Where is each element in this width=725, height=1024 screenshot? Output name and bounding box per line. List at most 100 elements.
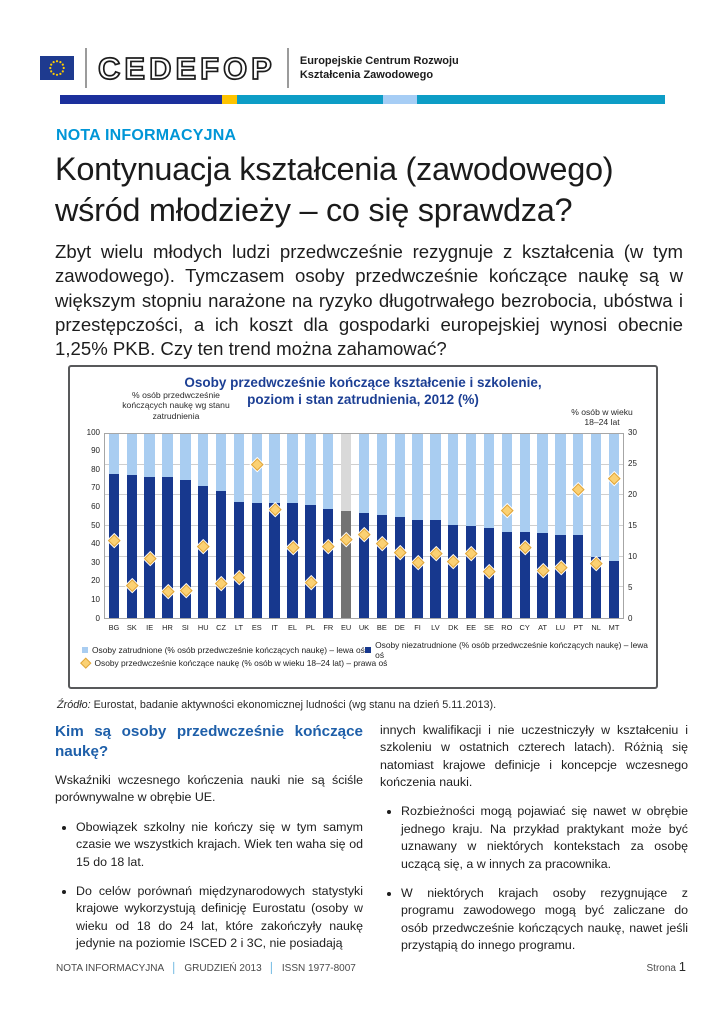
- segment-employed: [305, 434, 316, 505]
- bar-IT: [269, 434, 280, 618]
- bar-EE: [465, 434, 477, 618]
- segment-employed: [394, 434, 405, 517]
- segment-not-employed: [323, 508, 334, 618]
- segment-employed: [269, 434, 280, 503]
- x-label-CZ: CZ: [216, 623, 227, 632]
- bar-PL: [305, 434, 316, 618]
- header: CEDEFOP Europejskie Centrum Rozwoju Kszt…: [40, 48, 459, 88]
- footer-issn: ISSN 1977-8007: [281, 963, 356, 974]
- segment-not-employed: [215, 491, 227, 618]
- bar-column-SI: [176, 434, 194, 618]
- left-tick-label: 40: [91, 539, 100, 549]
- segment-not-employed: [590, 557, 602, 618]
- segment-not-employed: [162, 477, 173, 618]
- x-label-LV: LV: [431, 623, 440, 632]
- bar-column-BE: [373, 434, 391, 618]
- bar-FI: [412, 434, 423, 618]
- footer-page: Strona 1: [647, 959, 686, 974]
- bar-DK: [448, 434, 459, 618]
- x-label-EE: EE: [466, 623, 477, 632]
- legend-item-esl-rate: Osoby przedwcześnie kończące naukę (% os…: [80, 657, 387, 669]
- segment-employed: [233, 434, 245, 503]
- bar-LT: [233, 434, 245, 618]
- stripe-yellow: [222, 95, 238, 104]
- bar-UK: [358, 434, 370, 618]
- left-axis-label: % osób przedwcześnie kończących naukę wg…: [122, 390, 230, 421]
- x-label-BE: BE: [376, 623, 387, 632]
- bar-LU: [555, 434, 566, 618]
- left-tick-label: 70: [91, 483, 100, 493]
- x-label-PL: PL: [305, 623, 315, 632]
- bar-column-HR: [159, 434, 177, 618]
- x-label-DK: DK: [448, 623, 459, 632]
- x-label-MT: MT: [608, 623, 620, 632]
- chart: Osoby przedwcześnie kończące kształcenie…: [68, 365, 658, 689]
- segment-employed: [162, 434, 173, 478]
- segment-employed: [180, 434, 191, 480]
- x-label-IT: IT: [271, 623, 278, 632]
- page-title: Kontynuacja kształcenia (zawodowego) wśr…: [55, 151, 614, 228]
- left-tick-label: 50: [91, 520, 100, 530]
- bar-CY: [519, 434, 530, 618]
- segment-not-employed: [269, 503, 280, 618]
- segment-employed: [483, 434, 495, 528]
- right-tick-label: 30: [628, 427, 637, 437]
- eu-flag-icon: [40, 56, 74, 80]
- bar-LV: [430, 434, 441, 618]
- bullet-item: Obowiązek szkolny nie kończy się w tym s…: [76, 819, 363, 871]
- bar-DE: [394, 434, 405, 618]
- bar-column-EU: [337, 434, 355, 618]
- segment-employed: [287, 434, 298, 503]
- stripe-darkblue: [60, 95, 223, 104]
- x-label-SK: SK: [126, 623, 137, 632]
- chart-title: Osoby przedwcześnie kończące kształcenie…: [70, 374, 656, 408]
- left-tick-label: 60: [91, 501, 100, 511]
- x-label-FI: FI: [414, 623, 421, 632]
- x-label-EU: EU: [340, 623, 352, 632]
- bar-BE: [376, 434, 387, 618]
- source-text: Eurostat, badanie aktywności ekonomiczne…: [90, 699, 497, 711]
- segment-employed: [198, 434, 209, 486]
- legend-label-not-employed: Osoby niezatrudnione (% osób przedwcześn…: [375, 640, 648, 660]
- x-label-AT: AT: [538, 623, 547, 632]
- bar-EU: [340, 434, 352, 618]
- bullet-item: Do celów porównań międzynarodowych staty…: [76, 883, 363, 952]
- right-axis-ticks: 0 5 10 15 20 25 30: [624, 428, 648, 623]
- header-divider: [286, 48, 289, 88]
- left-column: Kim są osoby przedwcześnie kończące nauk…: [55, 722, 363, 966]
- header-divider: [85, 48, 87, 88]
- segment-employed: [215, 434, 227, 492]
- segment-not-employed: [501, 531, 512, 618]
- segment-not-employed: [412, 519, 423, 618]
- bar-AT: [537, 434, 548, 618]
- bar-SI: [180, 434, 191, 618]
- segment-not-employed: [251, 503, 262, 618]
- segment-employed: [376, 434, 387, 515]
- plot-wrap: 0 10 20 30 40 50 60 70 80 90 100 0 5 10 15 20 25 30: [78, 428, 648, 623]
- bar-column-ES: [248, 434, 266, 618]
- right-tick-label: 25: [628, 458, 637, 468]
- legend-swatch-employed: [82, 647, 88, 653]
- bar-FR: [323, 434, 334, 618]
- x-label-LU: LU: [555, 623, 566, 632]
- legend-row2: Osoby przedwcześnie kończące naukę (% os…: [80, 657, 648, 669]
- footer-left: NOTA INFORMACYJNA │ GRUDZIEŃ 2013 │ ISSN 197…: [56, 963, 356, 974]
- bar-column-PT: [569, 434, 587, 618]
- section-heading: Kim są osoby przedwcześnie kończące nauk…: [55, 723, 363, 761]
- bar-EL: [287, 434, 298, 618]
- left-tick-label: 30: [91, 557, 100, 567]
- x-label-RO: RO: [501, 623, 513, 632]
- segment-employed: [465, 434, 477, 526]
- segment-employed: [126, 434, 137, 476]
- chart-title-line2: poziom i stan zatrudnienia, 2012 (%): [247, 392, 479, 408]
- bar-RO: [501, 434, 512, 618]
- right-tick-label: 15: [628, 520, 637, 530]
- segment-not-employed: [555, 535, 566, 618]
- legend-item-employed: Osoby zatrudnione (% osób przedwcześnie …: [82, 645, 365, 655]
- right-tick-label: 0: [628, 613, 633, 623]
- body-columns: Kim są osoby przedwcześnie kończące nauk…: [55, 722, 688, 966]
- bar-HU: [198, 434, 209, 618]
- footer-date: GRUDZIEŃ 2013: [184, 963, 262, 974]
- right-tick-label: 10: [628, 551, 637, 561]
- x-label-ES: ES: [251, 623, 262, 632]
